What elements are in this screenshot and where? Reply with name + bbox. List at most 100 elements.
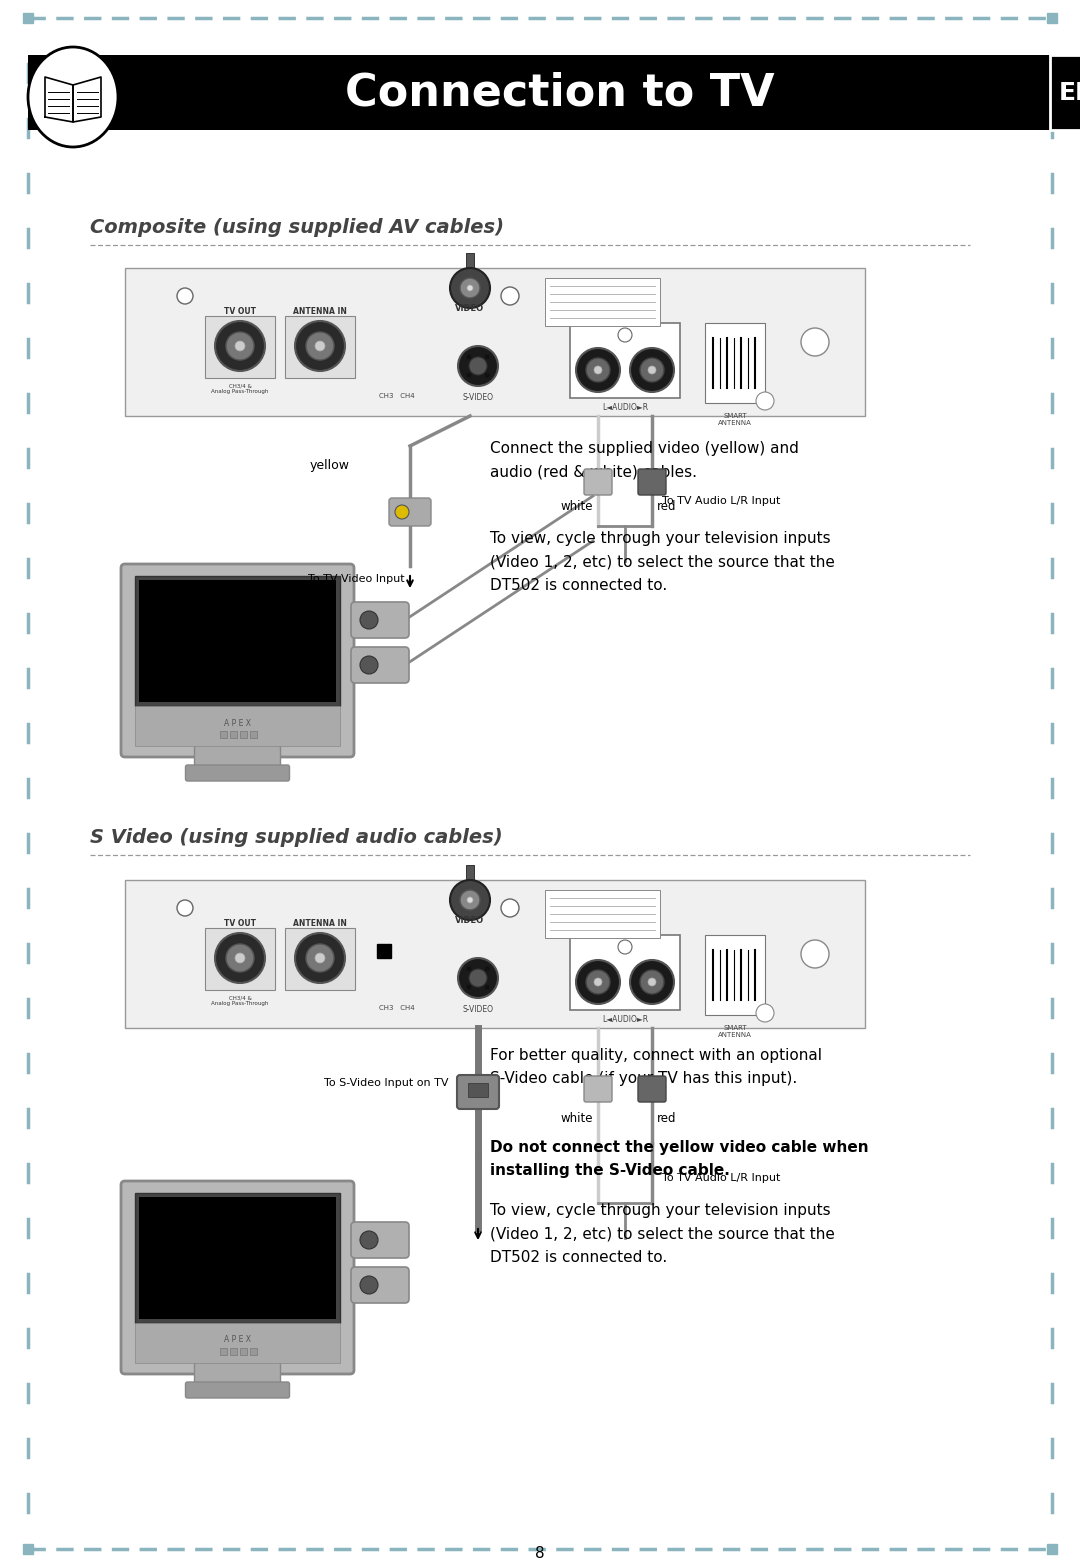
Text: To TV Video Input: To TV Video Input <box>309 574 405 584</box>
Circle shape <box>586 357 610 382</box>
Text: CH3/4 &
Analog Pass-Through: CH3/4 & Analog Pass-Through <box>212 382 269 393</box>
Bar <box>23 1543 33 1554</box>
Circle shape <box>801 328 829 356</box>
Circle shape <box>756 1004 774 1022</box>
FancyBboxPatch shape <box>194 1362 281 1388</box>
Circle shape <box>235 953 245 964</box>
Text: VIDEO: VIDEO <box>456 917 485 925</box>
FancyBboxPatch shape <box>121 564 354 757</box>
FancyBboxPatch shape <box>186 1382 289 1398</box>
Bar <box>465 865 474 895</box>
Text: 8: 8 <box>536 1545 544 1561</box>
Text: A P E X: A P E X <box>224 1335 251 1344</box>
Circle shape <box>594 367 602 375</box>
Text: L◄AUDIO►R: L◄AUDIO►R <box>602 1015 648 1023</box>
Circle shape <box>467 373 471 378</box>
Text: white: white <box>561 500 593 512</box>
Circle shape <box>360 1276 378 1294</box>
Bar <box>135 1323 340 1363</box>
Circle shape <box>467 285 473 291</box>
Circle shape <box>226 332 254 360</box>
Bar <box>1050 55 1080 130</box>
Circle shape <box>586 970 610 993</box>
Circle shape <box>485 354 489 359</box>
FancyBboxPatch shape <box>186 765 289 780</box>
Bar <box>285 928 355 990</box>
Text: VIDEO: VIDEO <box>456 304 485 313</box>
Polygon shape <box>45 77 73 122</box>
Text: A P E X: A P E X <box>224 719 251 727</box>
FancyBboxPatch shape <box>584 469 612 495</box>
Circle shape <box>306 332 334 360</box>
Text: Connect the supplied video (yellow) and
audio (red & white) cables.: Connect the supplied video (yellow) and … <box>490 440 799 480</box>
Text: Do not connect the yellow video cable when: Do not connect the yellow video cable wh… <box>490 1141 868 1155</box>
FancyBboxPatch shape <box>584 1077 612 1102</box>
Bar <box>205 317 275 378</box>
FancyBboxPatch shape <box>121 1182 354 1374</box>
Text: ANTENNA IN: ANTENNA IN <box>293 918 347 928</box>
Circle shape <box>618 328 632 342</box>
Circle shape <box>177 288 193 304</box>
Circle shape <box>360 1232 378 1249</box>
Text: TV OUT: TV OUT <box>224 307 256 317</box>
Circle shape <box>450 881 490 920</box>
Text: SMART
ANTENNA: SMART ANTENNA <box>718 414 752 426</box>
Text: S Video (using supplied audio cables): S Video (using supplied audio cables) <box>90 827 502 848</box>
Bar <box>1047 13 1057 24</box>
Circle shape <box>315 953 325 964</box>
Bar <box>1047 1543 1057 1554</box>
Ellipse shape <box>28 47 118 147</box>
Bar <box>545 277 660 326</box>
Circle shape <box>395 505 409 519</box>
Circle shape <box>630 961 674 1004</box>
Circle shape <box>594 978 602 986</box>
Text: To view, cycle through your television inputs
(Video 1, 2, etc) to select the so: To view, cycle through your television i… <box>490 1203 835 1265</box>
FancyBboxPatch shape <box>638 469 666 495</box>
Circle shape <box>467 967 471 972</box>
Circle shape <box>458 346 498 385</box>
Circle shape <box>485 984 489 990</box>
Circle shape <box>576 348 620 392</box>
Circle shape <box>460 277 480 298</box>
Circle shape <box>467 354 471 359</box>
Bar <box>125 268 865 415</box>
Text: TV OUT: TV OUT <box>224 918 256 928</box>
Bar <box>240 1348 246 1355</box>
Circle shape <box>501 287 519 306</box>
Bar <box>249 1348 257 1355</box>
Bar <box>240 730 246 738</box>
FancyBboxPatch shape <box>389 498 431 527</box>
Bar <box>285 317 355 378</box>
Text: Composite (using supplied AV cables): Composite (using supplied AV cables) <box>90 218 504 237</box>
Circle shape <box>460 890 480 910</box>
Bar <box>135 707 340 746</box>
Circle shape <box>485 373 489 378</box>
Bar <box>219 730 227 738</box>
FancyBboxPatch shape <box>351 647 409 683</box>
Circle shape <box>648 978 656 986</box>
Text: To TV Audio L/R Input: To TV Audio L/R Input <box>662 497 781 506</box>
FancyBboxPatch shape <box>351 1222 409 1258</box>
Bar <box>705 323 765 403</box>
Circle shape <box>469 357 487 375</box>
Circle shape <box>501 899 519 917</box>
FancyBboxPatch shape <box>194 744 281 771</box>
Bar <box>705 935 765 1015</box>
Bar <box>229 730 237 738</box>
Text: EN: EN <box>1058 80 1080 105</box>
Circle shape <box>576 961 620 1004</box>
Circle shape <box>177 899 193 917</box>
Circle shape <box>640 357 664 382</box>
Circle shape <box>215 321 265 371</box>
Text: L◄AUDIO►R: L◄AUDIO►R <box>602 403 648 412</box>
FancyBboxPatch shape <box>351 1268 409 1304</box>
Bar <box>219 1348 227 1355</box>
Bar <box>139 1197 336 1319</box>
Bar <box>135 577 340 707</box>
Circle shape <box>295 321 345 371</box>
Circle shape <box>801 940 829 968</box>
Bar <box>468 1083 488 1097</box>
Circle shape <box>235 342 245 351</box>
Text: installing the S-Video cable.: installing the S-Video cable. <box>490 1163 730 1178</box>
Text: S-VIDEO: S-VIDEO <box>462 1004 494 1014</box>
